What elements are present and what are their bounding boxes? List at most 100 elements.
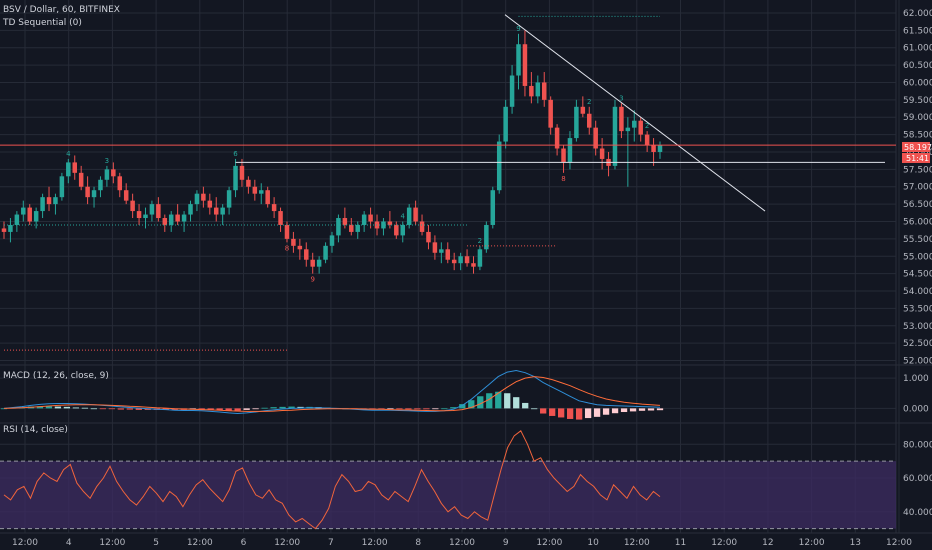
candle-body[interactable] — [561, 148, 566, 163]
candle-body[interactable] — [625, 127, 631, 132]
candle-body[interactable] — [426, 231, 431, 243]
candle-body[interactable] — [130, 200, 135, 212]
candle-body[interactable] — [239, 165, 245, 180]
candle-body[interactable] — [496, 141, 502, 191]
candle-body[interactable] — [432, 242, 438, 253]
candle-body[interactable] — [265, 190, 270, 205]
candle-body[interactable] — [554, 127, 560, 149]
candle-body[interactable] — [149, 204, 155, 215]
candle-body[interactable] — [638, 120, 643, 135]
candle-body[interactable] — [587, 113, 592, 128]
candle-body[interactable] — [297, 245, 303, 250]
candle-body[interactable] — [143, 214, 148, 219]
candle-body[interactable] — [271, 204, 277, 212]
candle-body[interactable] — [316, 259, 322, 267]
candle-body[interactable] — [78, 172, 84, 187]
descending-trendline[interactable] — [504, 14, 766, 212]
candle-body[interactable] — [252, 186, 258, 194]
candle-body[interactable] — [387, 221, 393, 225]
candle-body[interactable] — [529, 85, 534, 97]
candle-body[interactable] — [361, 214, 367, 225]
candle-body[interactable] — [342, 218, 348, 225]
candle-body[interactable] — [188, 204, 193, 215]
candle-body[interactable] — [516, 44, 521, 76]
candle-body[interactable] — [394, 224, 399, 236]
candle-body[interactable] — [548, 99, 553, 128]
candle-body[interactable] — [72, 162, 77, 173]
candle-body[interactable] — [91, 190, 97, 198]
candle-body[interactable] — [304, 249, 309, 260]
candle-body[interactable] — [53, 197, 58, 205]
candle-body[interactable] — [291, 238, 296, 246]
candle-body[interactable] — [400, 224, 405, 236]
candle-body[interactable] — [355, 224, 360, 232]
candle-body[interactable] — [599, 148, 605, 159]
candle-body[interactable] — [220, 207, 225, 215]
candle-body[interactable] — [651, 145, 656, 152]
candle-body[interactable] — [233, 165, 238, 191]
candle-body[interactable] — [535, 82, 541, 97]
candle-body[interactable] — [471, 263, 476, 267]
candle-body[interactable] — [632, 120, 637, 128]
candle-body[interactable] — [213, 207, 219, 215]
candle-body[interactable] — [349, 224, 354, 232]
candle-body[interactable] — [580, 106, 586, 114]
candle-body[interactable] — [278, 211, 283, 225]
candle-body[interactable] — [168, 214, 174, 225]
candle-body[interactable] — [451, 259, 457, 264]
candle-body[interactable] — [284, 224, 290, 239]
candle-body[interactable] — [85, 186, 90, 198]
candle-body[interactable] — [336, 218, 341, 236]
candle-body[interactable] — [567, 138, 573, 163]
candle-body[interactable] — [46, 197, 52, 205]
price-pane[interactable]: 4 3 6 8 9 4 2 9 8 2 3 2 — [0, 14, 896, 351]
rsi-pane[interactable] — [0, 430, 896, 530]
candle-body[interactable] — [593, 127, 598, 149]
candle-body[interactable] — [522, 44, 528, 86]
candle-body[interactable] — [657, 145, 663, 152]
candle-body[interactable] — [156, 204, 161, 219]
candle-body[interactable] — [33, 211, 39, 222]
candle-body[interactable] — [136, 211, 142, 219]
candle-body[interactable] — [66, 162, 71, 177]
candle-body[interactable] — [104, 169, 110, 180]
candle-body[interactable] — [439, 249, 444, 253]
candle-body[interactable] — [181, 214, 187, 222]
candle-body[interactable] — [207, 200, 213, 208]
candle-body[interactable] — [226, 190, 232, 208]
candle-body[interactable] — [503, 106, 508, 142]
candle-body[interactable] — [111, 169, 116, 177]
candle-body[interactable] — [413, 207, 418, 222]
candle-body[interactable] — [464, 256, 470, 264]
candle-body[interactable] — [8, 224, 13, 232]
candle-body[interactable] — [27, 207, 32, 222]
candle-body[interactable] — [175, 214, 180, 222]
candle-body[interactable] — [484, 224, 489, 250]
candle-body[interactable] — [1, 228, 7, 232]
candle-body[interactable] — [194, 193, 200, 205]
candle-body[interactable] — [619, 106, 624, 132]
candle-body[interactable] — [98, 179, 103, 191]
candle-body[interactable] — [323, 245, 328, 260]
candle-body[interactable] — [14, 214, 20, 225]
candle-body[interactable] — [21, 207, 26, 215]
candle-body[interactable] — [201, 193, 206, 201]
candle-body[interactable] — [541, 82, 547, 100]
candle-body[interactable] — [259, 190, 264, 194]
candle-body[interactable] — [40, 197, 45, 212]
candle-body[interactable] — [445, 249, 451, 260]
candle-body[interactable] — [612, 106, 618, 166]
candle-body[interactable] — [117, 176, 123, 191]
candle-body[interactable] — [329, 235, 335, 246]
macd-pane[interactable] — [0, 369, 664, 420]
candle-body[interactable] — [644, 134, 650, 146]
candle-body[interactable] — [368, 214, 373, 222]
candle-body[interactable] — [246, 179, 251, 187]
candle-body[interactable] — [381, 221, 386, 229]
candle-body[interactable] — [59, 176, 65, 198]
candle-body[interactable] — [374, 221, 380, 229]
candle-body[interactable] — [490, 190, 496, 225]
candle-body[interactable] — [162, 218, 168, 225]
candle-body[interactable] — [123, 190, 129, 201]
